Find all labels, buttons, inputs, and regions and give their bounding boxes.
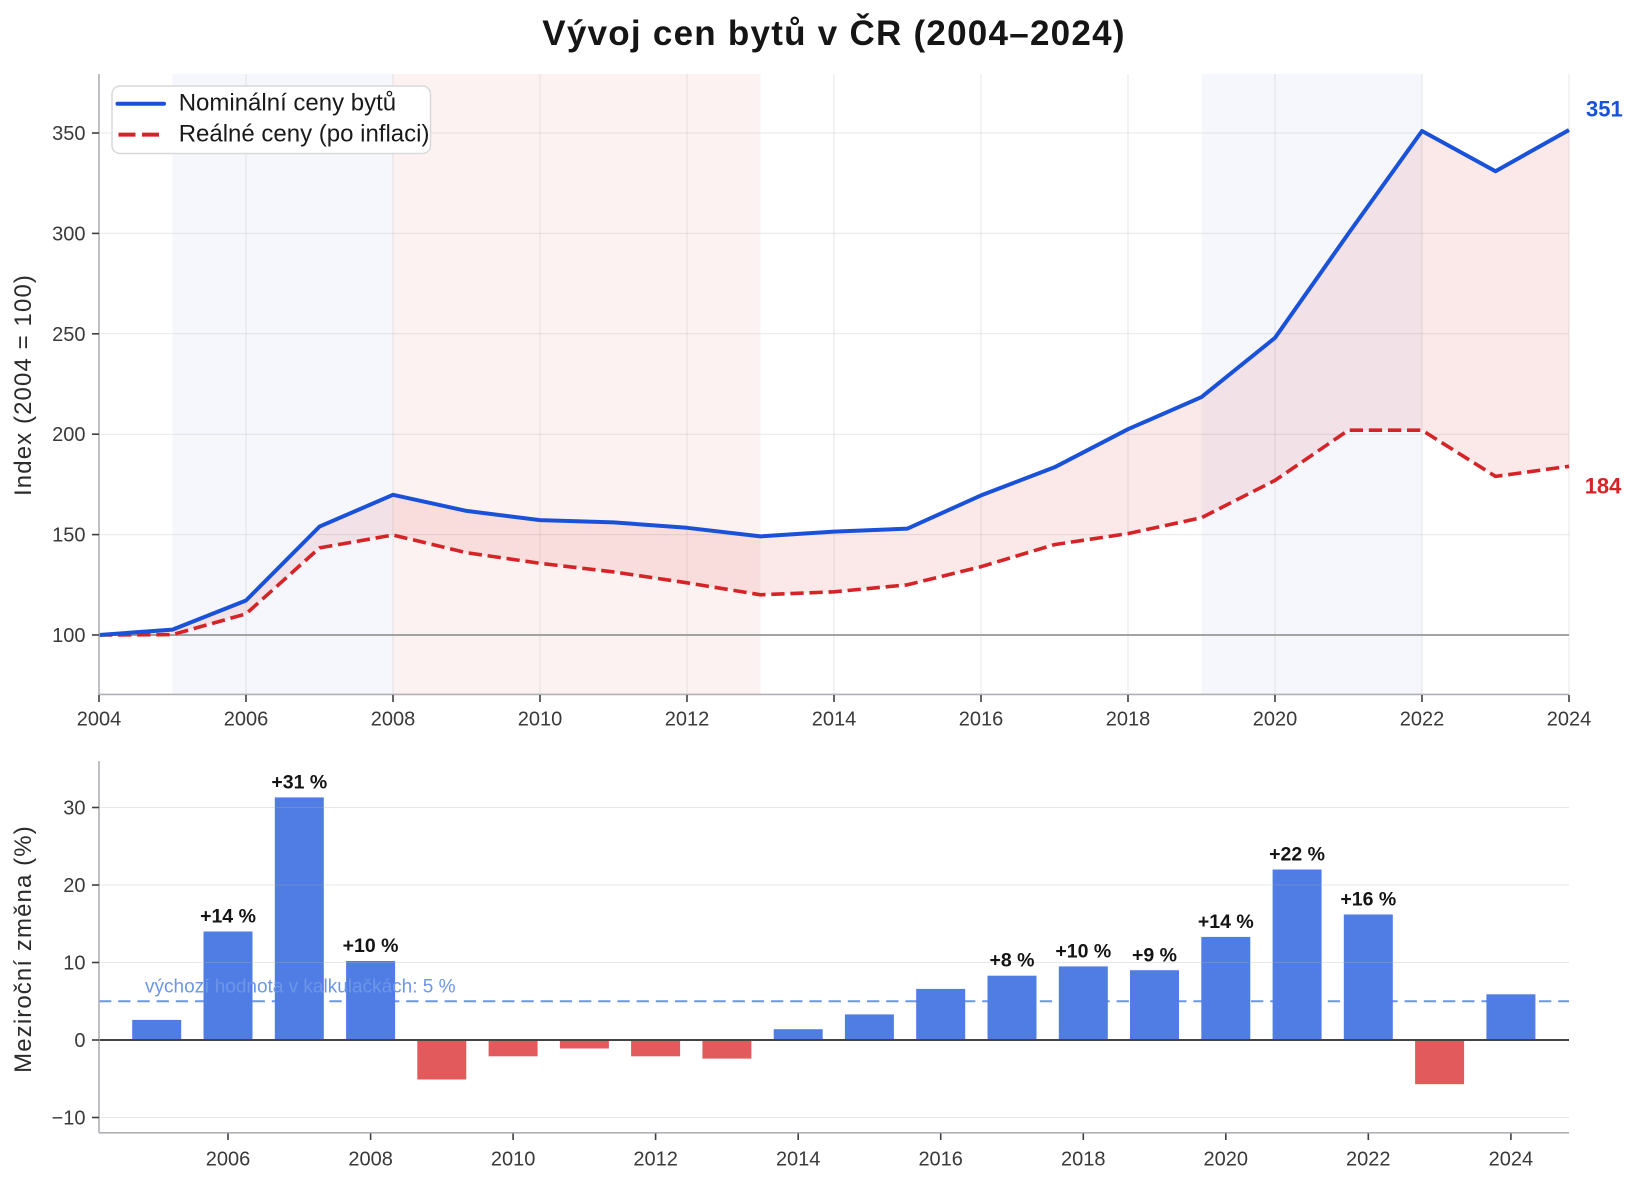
svg-text:2008: 2008 — [348, 1148, 393, 1170]
svg-text:+8 %: +8 % — [990, 950, 1035, 972]
svg-text:Vývoj cen bytů v ČR (2004–2024: Vývoj cen bytů v ČR (2004–2024) — [542, 13, 1125, 53]
svg-text:+16 %: +16 % — [1340, 889, 1396, 911]
svg-text:+9 %: +9 % — [1132, 944, 1177, 966]
svg-text:2006: 2006 — [206, 1148, 251, 1170]
svg-text:2012: 2012 — [633, 1148, 678, 1170]
svg-text:2020: 2020 — [1204, 1148, 1249, 1170]
svg-text:2018: 2018 — [1061, 1148, 1106, 1170]
svg-text:20: 20 — [63, 875, 85, 897]
svg-text:2014: 2014 — [776, 1148, 821, 1170]
svg-text:150: 150 — [52, 525, 85, 547]
svg-text:350: 350 — [52, 123, 85, 145]
svg-text:+31 %: +31 % — [271, 771, 327, 793]
svg-text:2006: 2006 — [224, 709, 269, 731]
svg-text:2008: 2008 — [371, 709, 416, 731]
svg-text:+14 %: +14 % — [200, 906, 256, 928]
svg-text:2010: 2010 — [491, 1148, 536, 1170]
svg-text:2020: 2020 — [1253, 709, 1298, 731]
svg-text:−10: −10 — [52, 1108, 86, 1130]
svg-text:2024: 2024 — [1489, 1148, 1534, 1170]
svg-text:300: 300 — [52, 223, 85, 245]
svg-text:Reálné ceny (po inflaci): Reálné ceny (po inflaci) — [179, 121, 430, 148]
svg-text:Nominální ceny bytů: Nominální ceny bytů — [179, 90, 396, 117]
svg-text:10: 10 — [63, 953, 85, 975]
svg-text:2016: 2016 — [918, 1148, 963, 1170]
svg-text:2016: 2016 — [959, 709, 1004, 731]
svg-text:30: 30 — [63, 798, 85, 820]
svg-text:2004: 2004 — [77, 709, 122, 731]
svg-text:200: 200 — [52, 424, 85, 446]
svg-text:2022: 2022 — [1400, 709, 1445, 731]
svg-text:351: 351 — [1586, 96, 1623, 121]
svg-text:2024: 2024 — [1547, 709, 1592, 731]
svg-text:184: 184 — [1585, 474, 1622, 499]
svg-text:2018: 2018 — [1106, 709, 1151, 731]
svg-text:+10 %: +10 % — [343, 935, 399, 957]
svg-text:2010: 2010 — [518, 709, 563, 731]
svg-text:výchozí hodnota v kalkulačkách: výchozí hodnota v kalkulačkách: 5 % — [145, 977, 456, 998]
svg-text:2012: 2012 — [665, 709, 710, 731]
svg-text:2022: 2022 — [1346, 1148, 1391, 1170]
svg-text:2014: 2014 — [812, 709, 857, 731]
svg-text:+10 %: +10 % — [1055, 940, 1111, 962]
svg-text:0: 0 — [74, 1030, 85, 1052]
svg-text:100: 100 — [52, 625, 85, 647]
svg-text:Meziroční změna (%): Meziroční změna (%) — [10, 825, 37, 1073]
svg-text:+22 %: +22 % — [1269, 844, 1325, 866]
svg-text:+14 %: +14 % — [1198, 911, 1254, 933]
svg-text:250: 250 — [52, 324, 85, 346]
svg-text:Index (2004 = 100): Index (2004 = 100) — [10, 274, 37, 496]
